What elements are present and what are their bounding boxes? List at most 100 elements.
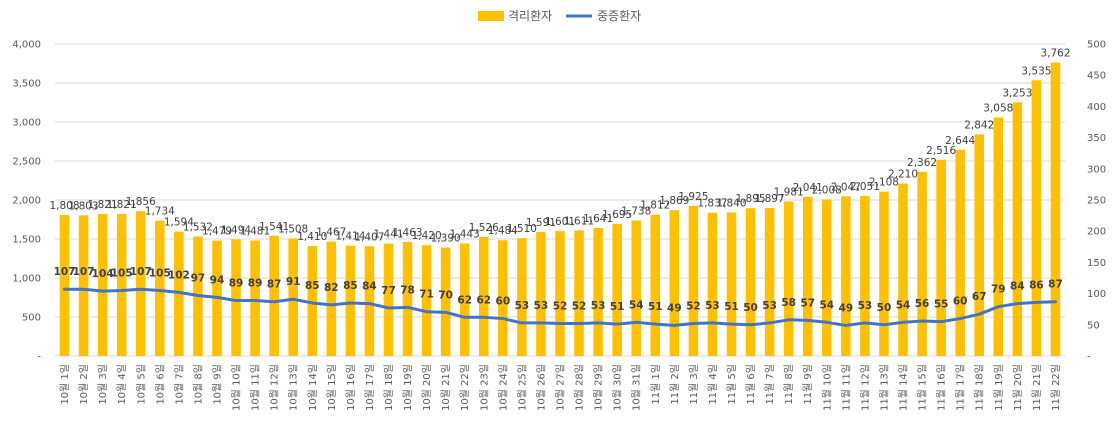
line-value-label: 104: [92, 268, 114, 280]
bar-value-label: 1,484: [488, 225, 518, 237]
bar-value-label: 1,869: [659, 195, 689, 207]
x-tick-label: 11월 5일: [726, 364, 738, 405]
left-tick-label: 2,000: [12, 196, 41, 207]
x-tick-label: 11월 15일: [917, 364, 929, 411]
legend: 격리환자 중증환자: [478, 9, 641, 23]
left-tick-label: 1,000: [12, 274, 41, 285]
line-value-label: 85: [343, 280, 358, 292]
left-tick-label: 500: [22, 313, 41, 324]
bar: [726, 212, 737, 356]
line-value-label: 58: [781, 297, 796, 309]
line-value-label: 54: [819, 299, 834, 311]
line-value-label: 91: [286, 276, 301, 288]
bar: [1031, 80, 1042, 357]
bar-value-label: 1,601: [545, 216, 575, 228]
x-tick-label: 11월 3일: [688, 364, 700, 405]
line-value-label: 56: [915, 298, 930, 310]
line-value-label: 55: [934, 299, 949, 311]
bar: [574, 230, 584, 356]
line-value-label: 50: [743, 302, 758, 314]
bar-value-label: 2,047: [831, 181, 861, 193]
x-tick-label: 10월 9일: [211, 364, 223, 405]
line-value-label: 62: [457, 294, 472, 306]
x-tick-label: 10월 10일: [231, 364, 243, 411]
line-value-label: 53: [858, 300, 873, 312]
bar: [555, 231, 565, 356]
bar: [440, 247, 451, 356]
x-tick-label: 11월 18일: [974, 364, 986, 411]
right-tick-label: 400: [1087, 102, 1106, 113]
bar-value-label: 1,532: [183, 222, 213, 234]
bar-value-label: 1,897: [755, 193, 785, 205]
x-tick-label: 10월 23일: [478, 364, 490, 411]
bar: [650, 214, 661, 356]
line-value-label: 53: [534, 300, 549, 312]
line-value-label: 51: [610, 301, 625, 313]
bar: [78, 215, 89, 356]
bar: [688, 205, 699, 356]
bar: [59, 214, 70, 356]
bar-value-label: 1,410: [297, 231, 327, 243]
bar-value-label: 2,516: [926, 145, 956, 157]
line-value-label: 94: [210, 274, 225, 286]
bar: [307, 246, 318, 356]
x-tick-label: 10월 1일: [59, 364, 71, 405]
line-value-label: 107: [54, 266, 76, 278]
left-tick-label: 2,500: [12, 157, 41, 168]
bar-value-label: 1,526: [469, 222, 499, 234]
x-tick-label: 10월 28일: [574, 364, 586, 411]
line-value-label: 52: [686, 301, 701, 313]
line-value-label: 52: [572, 301, 587, 313]
line-value-label: 53: [705, 300, 720, 312]
x-tick-label: 10월 30일: [612, 364, 624, 411]
x-tick-label: 10월 22일: [459, 364, 471, 411]
bar: [97, 213, 108, 356]
x-tick-label: 11월 20일: [1012, 364, 1024, 411]
bar-value-label: 1,641: [583, 213, 613, 225]
bar: [250, 240, 260, 356]
x-tick-label: 10월 13일: [288, 364, 300, 411]
x-tick-label: 10월 16일: [345, 364, 357, 411]
bar-value-label: 1,541: [259, 221, 289, 233]
bar: [326, 241, 337, 356]
x-tick-label: 10월 3일: [97, 364, 109, 405]
line-value-label: 51: [724, 301, 739, 313]
left-axis: - 500 1,000 1,500 2,000 2,500 3,000 3,500 4,000: [12, 40, 41, 363]
x-tick-label: 11월 2일: [669, 364, 681, 405]
x-tick-label: 10월 14일: [307, 364, 319, 411]
bar: [745, 208, 756, 356]
bar-value-label: 1,808: [49, 200, 79, 212]
bar-value-label: 1,821: [107, 199, 137, 211]
severe-line: [63, 287, 1057, 327]
bar-data-labels: 1,8081,8031,8211,8211,8561,7341,5941,532…: [49, 48, 1070, 245]
bar-value-label: 1,420: [412, 230, 442, 242]
x-tick-label: 11월 6일: [745, 364, 757, 405]
bar-value-label: 1,407: [354, 231, 384, 243]
left-tick-label: 4,000: [12, 40, 41, 51]
line-value-label: 60: [953, 296, 968, 308]
legend-swatch-bar: [478, 11, 504, 21]
bar: [822, 199, 832, 356]
line-value-label: 102: [168, 269, 190, 281]
bar-value-label: 2,051: [850, 181, 880, 193]
bar-value-label: 2,644: [945, 135, 975, 147]
bar-value-label: 1,479: [202, 226, 232, 238]
x-tick-label: 11월 1일: [650, 364, 662, 405]
bar-value-label: 3,058: [983, 102, 1013, 114]
right-axis: - 50 100 150 200 250 300 350 400 450 500: [1087, 40, 1106, 363]
x-tick-label: 10월 25일: [516, 364, 528, 411]
line-value-label: 71: [419, 289, 434, 301]
bar-value-label: 3,535: [1021, 65, 1051, 77]
x-tick-label: 11월 10일: [821, 364, 833, 411]
x-tick-label: 10월 19일: [402, 364, 414, 411]
bar: [955, 149, 965, 356]
line-value-label: 62: [476, 294, 491, 306]
line-series-severe: [63, 287, 1057, 327]
bar: [1012, 102, 1023, 357]
bar-value-label: 1,895: [736, 193, 766, 205]
x-tick-label: 10월 24일: [497, 364, 509, 411]
right-tick-label: 300: [1087, 164, 1106, 175]
left-tick-label: 3,000: [12, 118, 41, 129]
bar-value-label: 1,812: [640, 200, 670, 212]
